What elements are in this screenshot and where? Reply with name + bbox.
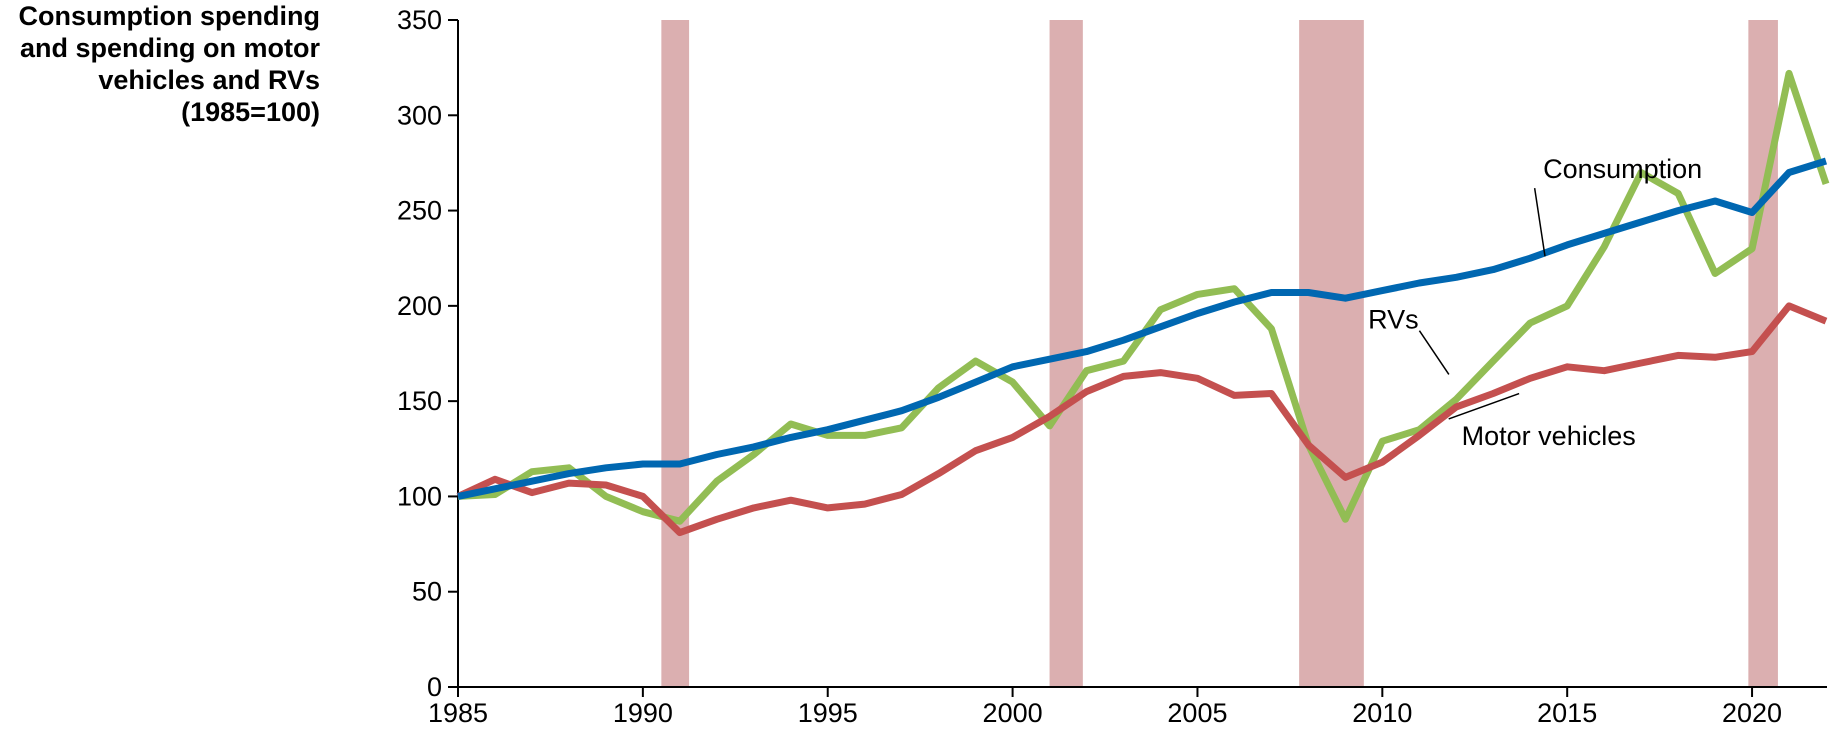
series-lines <box>456 69 1830 537</box>
y-tick-label-50: 50 <box>412 577 442 607</box>
x-tick-label-1990: 1990 <box>613 698 673 728</box>
y-axis-title-line-2: and spending on motor <box>20 33 320 63</box>
y-axis-title-line-1: Consumption spending <box>18 1 320 31</box>
annotation-leader-consumption <box>1533 188 1546 257</box>
y-axis-title-line-4: (1985=100) <box>181 97 320 127</box>
y-tick-label-200: 200 <box>397 291 442 321</box>
recession-band-3 <box>1299 20 1364 687</box>
annotation-label-rvs: RVs <box>1368 305 1419 335</box>
annotation-label-consumption: Consumption <box>1543 154 1702 184</box>
x-tick-label-1995: 1995 <box>798 698 858 728</box>
x-tick-label-1985: 1985 <box>428 698 488 728</box>
y-tick-label-0: 0 <box>427 672 442 702</box>
recession-band-1 <box>661 20 690 687</box>
annotation-leader-rvs <box>1418 330 1450 375</box>
y-tick-label-100: 100 <box>397 481 442 511</box>
series-annotations: Consumption RVs Motor vehicles <box>1368 154 1702 451</box>
x-tick-label-2005: 2005 <box>1167 698 1227 728</box>
recession-bands <box>661 20 1778 687</box>
x-tick-label-2020: 2020 <box>1722 698 1782 728</box>
x-tick-label-2010: 2010 <box>1352 698 1412 728</box>
axes: 0 50 100 150 200 250 300 350 1985 1990 1995 2000 200… <box>397 5 1827 728</box>
series-line-motor-vehicles <box>456 302 1828 537</box>
annotation-leader-motor-vehicles <box>1448 392 1520 420</box>
y-axis-title: Consumption spending and spending on mot… <box>0 0 320 128</box>
y-tick-label-250: 250 <box>397 196 442 226</box>
y-tick-label-350: 350 <box>397 5 442 35</box>
x-tick-label-2015: 2015 <box>1537 698 1597 728</box>
y-tick-label-150: 150 <box>397 386 442 416</box>
annotation-label-motor-vehicles: Motor vehicles <box>1462 421 1636 451</box>
y-tick-label-300: 300 <box>397 100 442 130</box>
series-line-consumption <box>457 157 1828 500</box>
x-tick-label-2000: 2000 <box>983 698 1043 728</box>
y-axis-title-line-3: vehicles and RVs <box>98 65 320 95</box>
